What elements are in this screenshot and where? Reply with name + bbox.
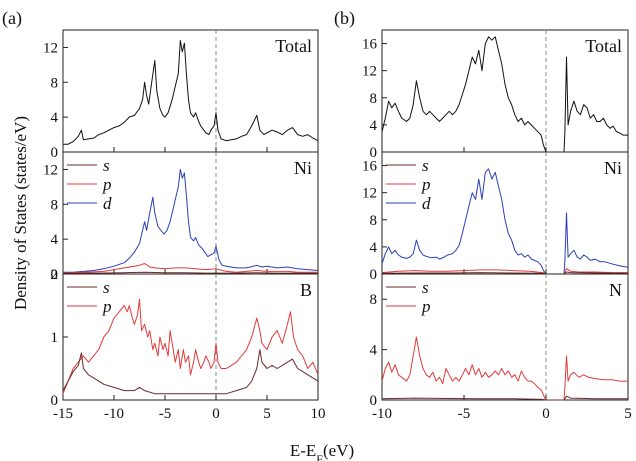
y-tick-label: 8 [51, 75, 59, 91]
x-tick-label: -10 [104, 406, 124, 422]
x-tick-label: 10 [311, 406, 326, 422]
subplot-total: 0 4 8 12 16 Total [362, 29, 629, 161]
legend-label-p: p [102, 297, 112, 316]
x-tick-label: -5 [458, 406, 471, 422]
y-tick-label: 0 [370, 267, 378, 283]
x-tick-label: -10 [372, 406, 392, 422]
series-line-s [381, 395, 628, 401]
subplot-n: 0 4 8 Nsp -10 -5 0 5 [370, 273, 632, 422]
series-line-s [62, 349, 319, 395]
legend-label-s: s [103, 156, 110, 175]
y-tick-label: 4 [370, 118, 378, 134]
subplot-label: Ni [604, 158, 622, 178]
legend-label-s: s [103, 278, 110, 297]
series-line-p [381, 268, 628, 275]
series-line-total [381, 36, 628, 153]
series-line-s [62, 271, 319, 275]
legend-label-s: s [422, 156, 429, 175]
y-tick-label: 12 [362, 186, 377, 202]
x-tick-label: 5 [263, 406, 271, 422]
x-axis-label-sub: F [316, 452, 323, 461]
y-tick-label: 4 [51, 110, 59, 126]
y-tick-label: 0 [370, 393, 378, 409]
y-tick-label: 0 [370, 145, 378, 161]
subplot-label: Total [585, 36, 622, 56]
subplot-label: Ni [294, 158, 312, 178]
y-tick-label: 12 [362, 64, 377, 80]
legend-label-p: p [102, 175, 112, 194]
y-tick-label: 0 [51, 393, 59, 409]
legend-label-d: d [103, 194, 112, 213]
legend-label-s: s [422, 278, 429, 297]
panel-label-b: (b) [334, 8, 355, 29]
series-line-d [381, 168, 629, 275]
series-line-p [62, 298, 319, 394]
y-tick-label: 8 [51, 197, 59, 213]
y-tick-label: 4 [370, 343, 378, 359]
y-tick-label: 16 [362, 37, 378, 53]
series-line-d [63, 168, 319, 273]
subplot-b: 0 1 2 Bsp -15 -10 -5 0 5 10 [51, 267, 326, 422]
subplot-label: B [300, 280, 312, 300]
x-tick-label: -15 [53, 406, 73, 422]
series-line-p [381, 336, 628, 401]
y-tick-label: 4 [51, 232, 59, 248]
x-axis-label-unit: (eV) [323, 441, 354, 460]
y-tick-label: 12 [43, 162, 58, 178]
y-tick-label: 8 [370, 91, 378, 107]
y-tick-label: 8 [370, 213, 378, 229]
subplot-label: Total [275, 36, 312, 56]
x-tick-label: 5 [624, 406, 632, 422]
subplot-frame [381, 273, 629, 401]
series-line-p [62, 263, 318, 274]
legend-label-p: p [421, 297, 431, 316]
x-tick-label: -5 [159, 406, 172, 422]
subplot-ni: 0 4 8 12 16 Ni spd [362, 151, 629, 283]
y-tick-label: 2 [51, 267, 59, 283]
x-axis-label-main: E-E [290, 441, 316, 460]
subplot-ni: 0 4 8 12 Ni spd [43, 151, 319, 283]
x-axis-label: E-EF(eV) [290, 441, 354, 461]
y-axis-label: Density of States (states/eV) [11, 116, 30, 310]
subplot-frame [62, 151, 319, 275]
y-tick-label: 8 [370, 292, 378, 308]
subplot-label: N [609, 280, 622, 300]
x-tick-label: 0 [212, 406, 220, 422]
legend-label-d: d [422, 194, 431, 213]
series-line-total [63, 40, 319, 145]
y-tick-label: 0 [51, 145, 59, 161]
panel-label-a: (a) [2, 8, 22, 29]
y-tick-label: 16 [362, 159, 378, 175]
subplot-frame [381, 151, 629, 275]
y-tick-label: 4 [370, 240, 378, 256]
y-tick-label: 12 [43, 40, 58, 56]
y-tick-label: 1 [51, 330, 59, 346]
legend-label-p: p [421, 175, 431, 194]
x-tick-label: 0 [542, 406, 550, 422]
subplot-total: 0 4 8 12 Total [43, 29, 319, 161]
y-tick-label: 0 [51, 267, 59, 283]
